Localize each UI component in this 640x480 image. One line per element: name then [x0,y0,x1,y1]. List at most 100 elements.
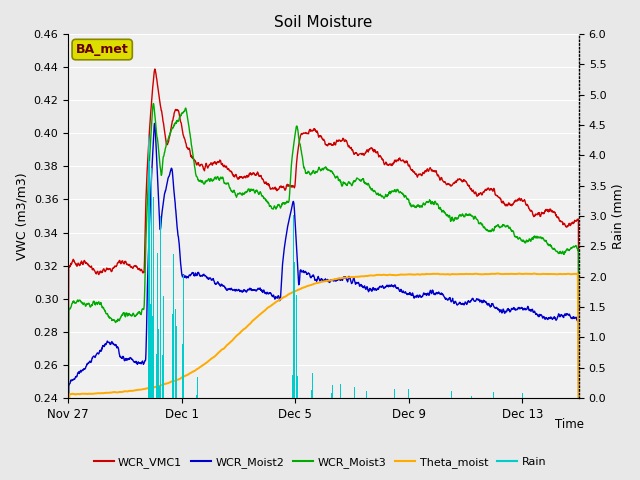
Bar [150,304,151,398]
Bar [162,391,163,398]
WCR_VMC1 [273,188,281,193]
Legend: WCR_VMC1, WCR_Moist2, WCR_Moist3, Theta_moist, Rain: WCR_VMC1, WCR_Moist2, WCR_Moist3, Theta_… [89,452,551,472]
Theta_moist [255,312,263,318]
Theta_moist [93,390,101,396]
Bar [176,366,177,398]
Bar [163,369,164,398]
Bar [451,395,452,398]
WCR_VMC1 [173,107,181,113]
WCR_Moist2 [150,120,158,126]
Bar [292,322,293,398]
WCR_VMC1 [151,66,159,72]
Bar [493,396,495,398]
WCR_Moist2 [173,227,181,233]
Bar [148,134,149,398]
Bar [156,354,157,398]
Bar [294,369,295,398]
WCR_Moist2 [93,350,101,356]
Theta_moist [413,271,420,277]
Bar [312,389,313,398]
Bar [159,386,160,398]
Bar [163,332,164,398]
Bar [493,392,494,398]
Bar [150,223,152,398]
Y-axis label: VWC (m3/m3): VWC (m3/m3) [15,172,28,260]
Theta_moist [275,297,283,303]
Title: Soil Moisture: Soil Moisture [275,15,372,30]
WCR_Moist3 [276,203,284,208]
Bar [394,389,395,398]
Bar [297,336,298,398]
Bar [153,245,154,398]
Bar [196,383,197,398]
Bar [296,299,297,398]
Bar [182,344,183,398]
Bar [158,329,159,398]
Bar [163,296,164,398]
Bar [296,295,297,398]
Bar [152,315,153,398]
WCR_Moist2 [256,286,264,291]
X-axis label: Time: Time [555,418,584,431]
Text: BA_met: BA_met [76,43,129,56]
Theta_moist [173,377,181,383]
Bar [149,244,150,398]
Line: Theta_moist: Theta_moist [68,274,579,480]
Bar [183,275,184,398]
Bar [176,326,177,398]
WCR_VMC1 [413,173,421,179]
Bar [451,391,452,398]
Bar [332,394,333,398]
Bar [340,394,341,398]
Bar [157,253,158,398]
Bar [158,367,159,398]
Bar [470,392,472,398]
Bar [293,268,294,398]
Bar [294,315,295,398]
Bar [394,391,395,398]
Bar [297,376,298,398]
WCR_Moist3 [575,467,583,473]
Bar [152,386,153,398]
Bar [197,389,198,398]
WCR_Moist3 [93,301,101,307]
Bar [172,314,173,398]
Bar [340,385,341,398]
WCR_Moist3 [413,203,421,209]
Bar [175,349,176,398]
Bar [196,395,197,398]
Bar [151,250,152,398]
Bar [153,268,154,398]
Bar [332,384,333,398]
Bar [340,384,341,398]
Bar [366,391,367,398]
Bar [153,197,154,398]
Bar [160,216,161,398]
Bar [365,390,366,398]
Theta_moist [493,271,501,276]
Bar [151,168,152,398]
Line: WCR_Moist3: WCR_Moist3 [68,104,579,480]
Bar [150,385,151,398]
Bar [312,372,313,398]
WCR_VMC1 [64,475,72,480]
Bar [197,377,198,398]
Bar [148,77,149,398]
Bar [173,330,174,398]
Bar [157,291,158,398]
Bar [471,396,472,398]
WCR_Moist3 [256,190,264,196]
Bar [183,319,184,398]
Bar [149,161,150,398]
WCR_Moist2 [413,292,421,298]
Bar [156,392,157,398]
Bar [522,397,523,398]
Bar [175,309,176,398]
Bar [293,216,294,398]
Line: WCR_VMC1: WCR_VMC1 [68,69,579,478]
Bar [148,218,149,398]
WCR_VMC1 [276,185,284,191]
WCR_Moist2 [273,295,281,301]
Bar [160,257,161,398]
Bar [182,299,183,398]
